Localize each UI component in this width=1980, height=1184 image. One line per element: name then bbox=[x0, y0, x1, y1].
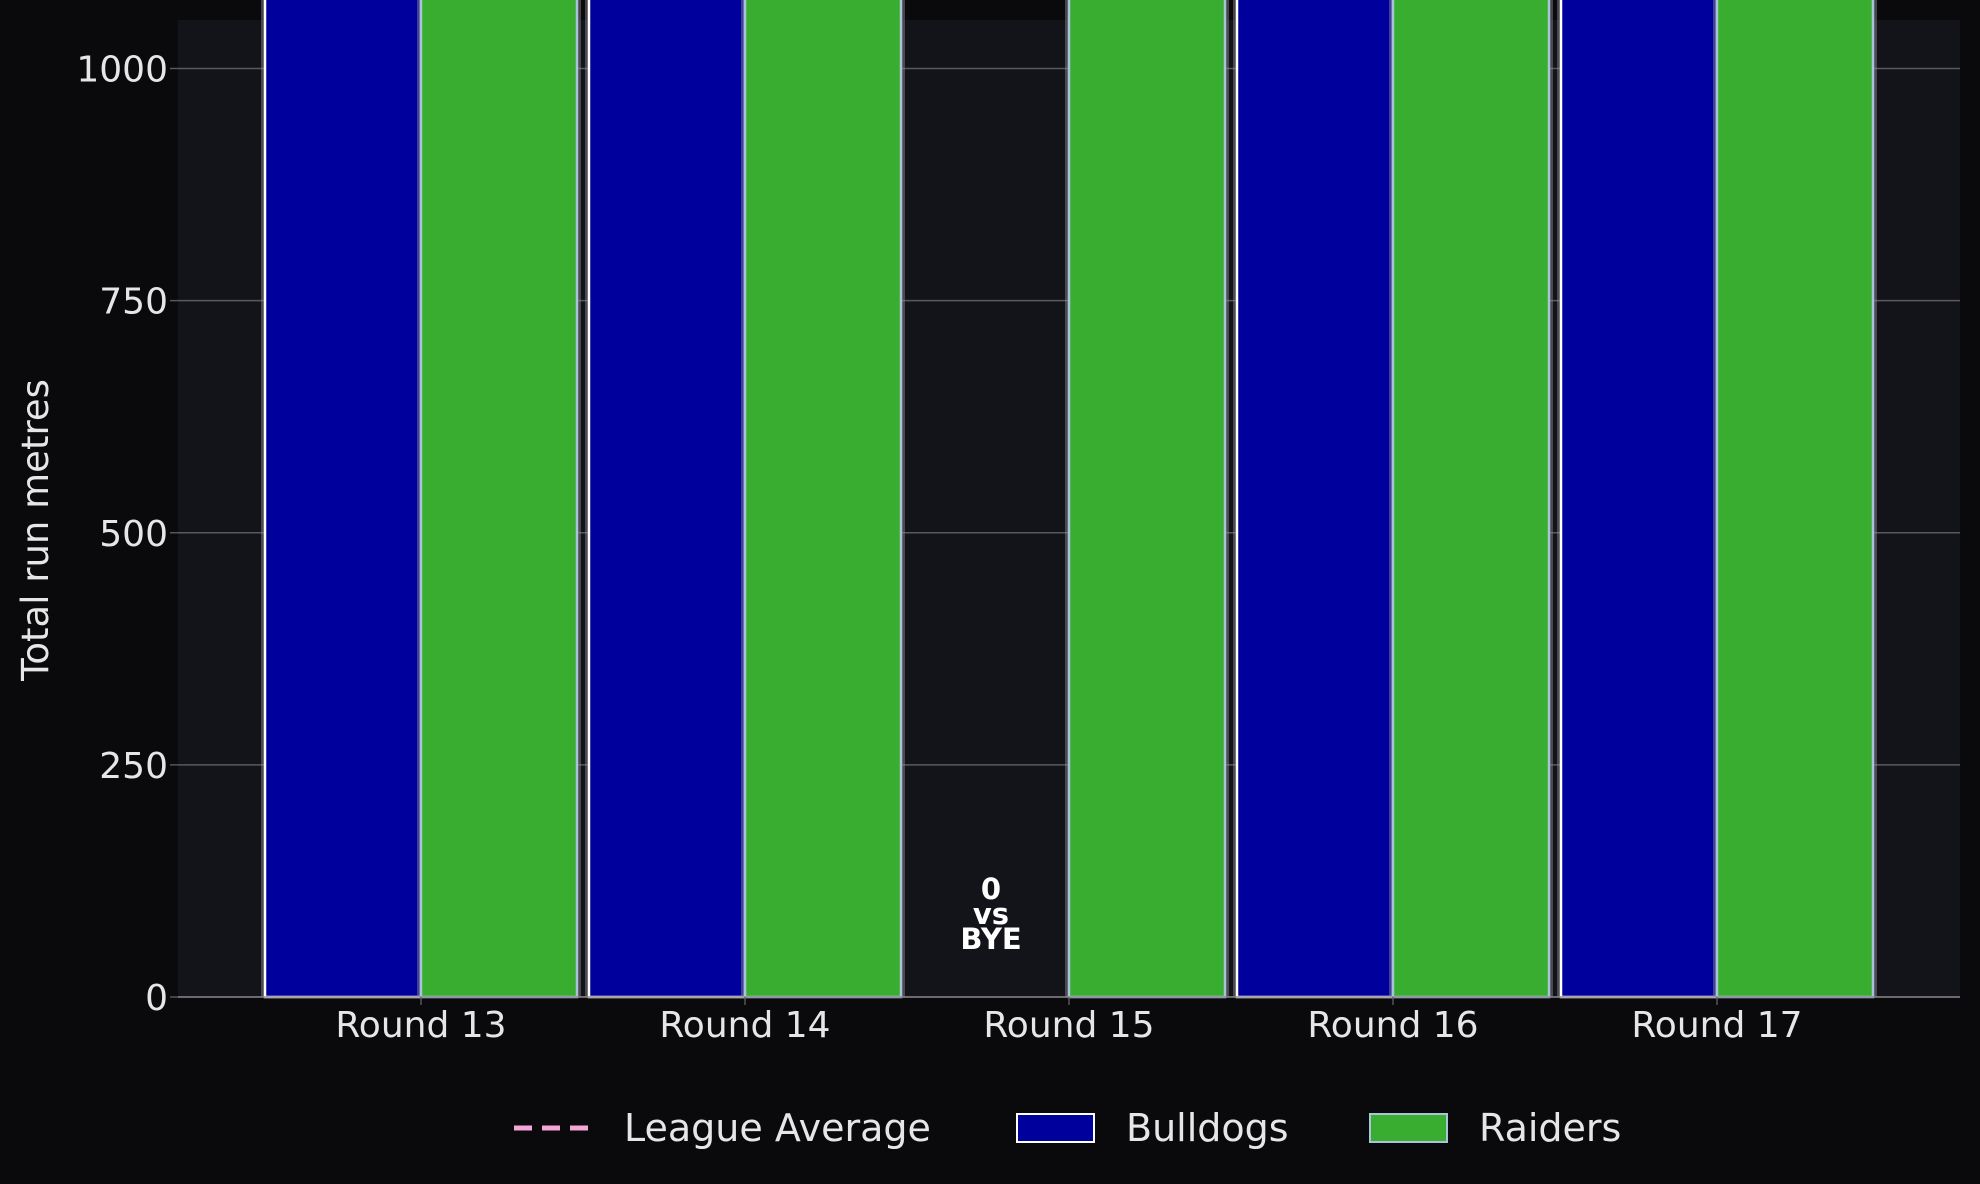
bar-bulldogs-round-13 bbox=[263, 0, 423, 999]
x-tick-label-round-16: Round 16 bbox=[1307, 1005, 1478, 1046]
legend-raiders-label: Raiders bbox=[1479, 1106, 1621, 1150]
bar-label-bulldogs-2-line-0: 0 bbox=[981, 872, 1001, 906]
x-tick-label-round-17: Round 17 bbox=[1631, 1005, 1802, 1046]
legend: League Average Bulldogs Raiders bbox=[514, 1106, 1621, 1150]
y-tick-labels: 025050075010001250150017502000 bbox=[76, 50, 168, 1020]
bar-bulldogs-round-17 bbox=[1559, 0, 1719, 999]
x-tick-label-round-13: Round 13 bbox=[335, 1005, 506, 1046]
bar-bulldogs-round-14 bbox=[587, 0, 747, 999]
bar-label-bulldogs-2-line-1: vs bbox=[973, 897, 1009, 931]
x-tick-label-round-14: Round 14 bbox=[659, 1005, 830, 1046]
x-tick-labels: Round 13 Round 14 Round 15 Round 16 Round 17 bbox=[335, 997, 1803, 1046]
legend-raiders-swatch bbox=[1369, 1113, 1448, 1143]
legend-bulldogs-swatch bbox=[1016, 1113, 1095, 1143]
y-axis-label: Total run metres bbox=[14, 379, 57, 682]
x-tick-label-round-15: Round 15 bbox=[983, 1005, 1154, 1046]
y-tick-label-0: 0 bbox=[145, 978, 168, 1019]
bars bbox=[261, 0, 1877, 999]
bar-raiders-round-15 bbox=[1067, 0, 1227, 999]
bar-raiders-round-14 bbox=[743, 0, 903, 999]
y-tick-label-750: 750 bbox=[99, 282, 168, 323]
bar-labels: 1922vsTigers2006vsEels0vsBYE1683vsSeaEag… bbox=[960, 872, 1021, 956]
bar-bulldogs-round-16 bbox=[1235, 0, 1395, 999]
y-tick-label-1000: 1000 bbox=[76, 50, 168, 91]
y-tick-label-500: 500 bbox=[99, 514, 168, 555]
bar-label-bulldogs-2-line-2: BYE bbox=[960, 922, 1021, 956]
bar-raiders-round-13 bbox=[419, 0, 579, 999]
y-tick-label-250: 250 bbox=[99, 746, 168, 787]
legend-average-label: League Average bbox=[624, 1106, 931, 1150]
bar-raiders-round-17 bbox=[1715, 0, 1875, 999]
legend-bulldogs-label: Bulldogs bbox=[1126, 1106, 1289, 1150]
bar-raiders-round-16 bbox=[1391, 0, 1551, 999]
